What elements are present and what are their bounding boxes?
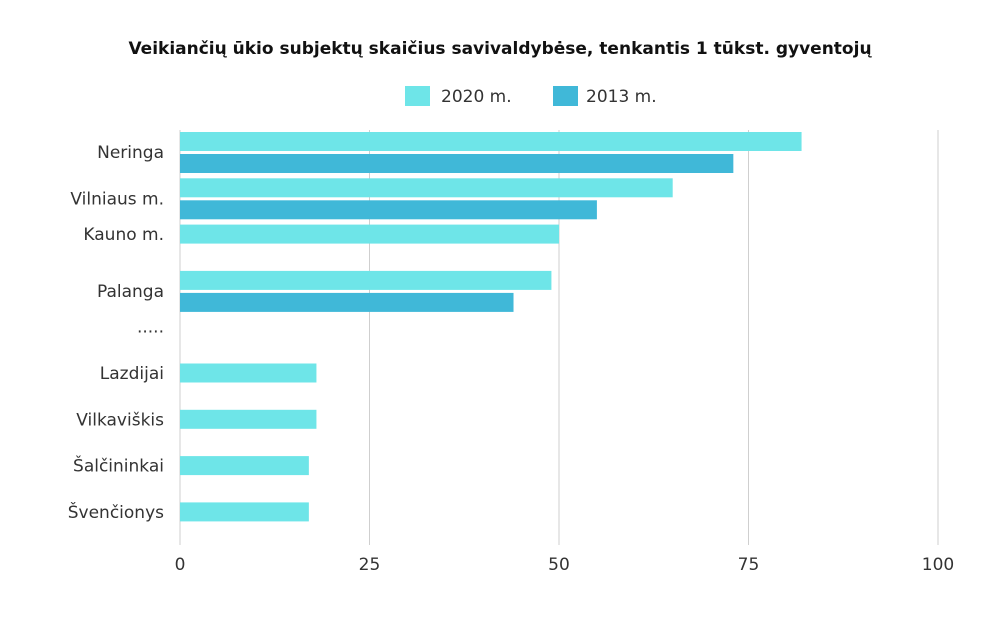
x-tick-label: 75 bbox=[738, 555, 760, 575]
category-label: Vilkaviškis bbox=[76, 410, 164, 430]
bar-2020 bbox=[180, 224, 559, 244]
x-tick-label: 50 bbox=[548, 555, 570, 575]
category-label: Palanga bbox=[97, 282, 164, 302]
category-label: Kauno m. bbox=[83, 225, 164, 245]
bar-2013 bbox=[180, 292, 514, 312]
category-label: Neringa bbox=[97, 143, 164, 163]
category-label: Šalčininkai bbox=[73, 455, 164, 477]
legend-label-2020: 2020 m. bbox=[441, 87, 512, 107]
bar-2013 bbox=[180, 154, 734, 173]
legend-label-2013: 2013 m. bbox=[586, 87, 657, 107]
category-label: Švenčionys bbox=[68, 501, 164, 523]
category-label: ..... bbox=[137, 318, 164, 338]
bar-2020 bbox=[180, 456, 309, 476]
bar-2020 bbox=[180, 409, 317, 429]
legend: 2020 m. 2013 m. bbox=[405, 86, 657, 107]
legend-swatch-2013 bbox=[553, 86, 578, 106]
x-axis-tick-labels: 0 25 50 75 100 bbox=[175, 555, 955, 575]
category-label: Lazdijai bbox=[100, 364, 164, 384]
category-label: Vilniaus m. bbox=[70, 189, 164, 209]
x-tick-label: 100 bbox=[922, 555, 954, 575]
category-labels: Neringa Vilniaus m. Kauno m. Palanga..... La… bbox=[68, 143, 164, 523]
chart-title: Veikiančių ūkio subjektų skaičius saviva… bbox=[128, 39, 872, 59]
bar-2020 bbox=[180, 270, 552, 290]
x-tick-label: 0 bbox=[175, 555, 186, 575]
bar-2020 bbox=[180, 178, 673, 198]
gridlines bbox=[179, 130, 939, 545]
bars bbox=[180, 132, 802, 522]
bar-2013 bbox=[180, 200, 597, 220]
legend-swatch-2020 bbox=[405, 86, 430, 106]
bar-2020 bbox=[180, 502, 309, 522]
bar-2020 bbox=[180, 132, 802, 151]
x-tick-label: 25 bbox=[359, 555, 381, 575]
bar-2020 bbox=[180, 363, 317, 383]
